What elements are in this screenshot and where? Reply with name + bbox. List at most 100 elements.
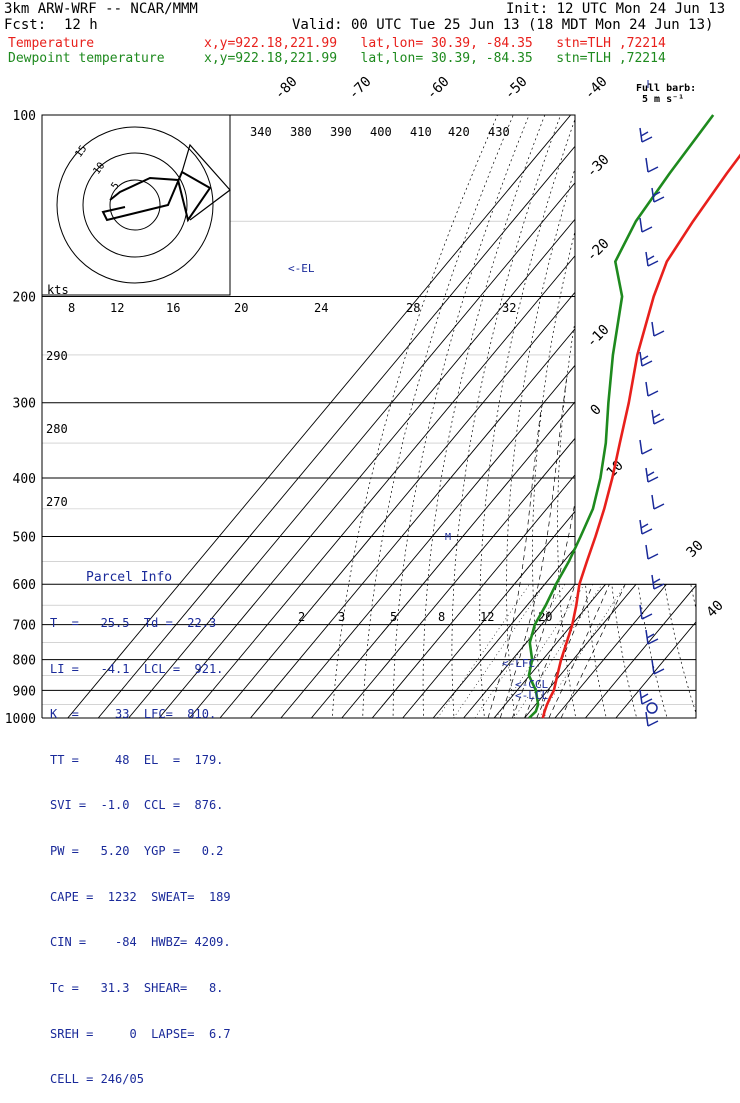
isotherm-tick-label: -40 <box>582 74 611 103</box>
dry-adiabat-line <box>733 115 740 731</box>
parcel-info-title: Parcel Info <box>50 570 231 585</box>
mixing-ratio-label: 2 <box>298 610 305 624</box>
isotherm-line <box>464 115 740 718</box>
moist-adiabat-label: 24 <box>314 301 328 315</box>
parcel-row: T = 25.5 Td = 22.3 <box>50 616 231 631</box>
moist-adiabat-line <box>561 297 740 719</box>
pressure-tick-label: 1000 <box>5 712 36 727</box>
dry-adiabat-label: 380 <box>290 125 312 139</box>
pressure-tick-label: 900 <box>13 684 36 699</box>
dry-adiabat-line <box>628 115 671 731</box>
isotherm-tick-label: -20 <box>584 236 613 265</box>
isotherm-tick-label: 40 <box>704 598 727 621</box>
moist-adiabat-label: 32 <box>502 301 516 315</box>
dry-adiabat-label: 270 <box>46 495 68 509</box>
pressure-tick-label: 400 <box>13 472 36 487</box>
moist-adiabat-label: 12 <box>110 301 124 315</box>
parcel-row: CIN = -84 HWBZ= 4209. <box>50 935 231 950</box>
wind-barb <box>652 495 664 509</box>
parcel-row: SREH = 0 LAPSE= 6.7 <box>50 1027 231 1042</box>
wind-barb <box>640 128 652 142</box>
parcel-info-panel: Parcel Info T = 25.5 Td = 22.3 LI = -4.1… <box>50 540 231 1103</box>
wind-barb <box>640 440 652 454</box>
moist-adiabat-label: 20 <box>234 301 248 315</box>
moist-adiabat-label: 16 <box>166 301 180 315</box>
mixing-ratio-line <box>539 584 625 718</box>
mixing-ratio-label: 5 <box>390 610 397 624</box>
dry-adiabat-label: 290 <box>46 349 68 363</box>
pressure-tick-label: 800 <box>13 654 36 669</box>
isotherm-tick-label: 0 <box>588 402 605 419</box>
dry-adiabat-label: 340 <box>250 125 272 139</box>
pressure-tick-label: 100 <box>13 109 36 124</box>
wind-barb <box>646 468 658 482</box>
moist-adiabat-line <box>549 297 701 719</box>
isotherm-tick-label: -50 <box>502 74 531 103</box>
dry-adiabat-line <box>362 115 513 731</box>
pressure-tick-label: 500 <box>13 530 36 545</box>
dry-adiabat-label: 420 <box>448 125 470 139</box>
el-level-label: <-EL <box>288 262 315 275</box>
mixing-ratio-label: 12 <box>480 610 494 624</box>
parcel-row: LI = -4.1 LCL = 921. <box>50 662 231 677</box>
wind-barb <box>652 410 664 424</box>
wind-barb <box>640 218 652 232</box>
dry-adiabat-label: 430 <box>488 125 510 139</box>
pressure-tick-label: 700 <box>13 619 36 634</box>
lfc-level-label: <-LFC <box>502 657 535 670</box>
dry-adiabat-line <box>533 115 608 731</box>
hodograph-box <box>42 115 230 295</box>
dry-adiabat-label: 280 <box>46 422 68 436</box>
isotherm-tick-label: -60 <box>424 74 453 103</box>
wind-barb <box>640 352 652 366</box>
mixing-ratio-label: 8 <box>438 610 445 624</box>
lcl-level-label: <-LCL <box>515 689 548 702</box>
dry-adiabat-line <box>650 115 702 731</box>
mixing-ratio-label: 3 <box>338 610 345 624</box>
wind-barb <box>646 252 658 266</box>
parcel-row: SVI = -1.0 CCL = 876. <box>50 798 231 813</box>
isotherm-line <box>616 115 740 718</box>
wind-barb <box>652 575 664 589</box>
dry-adiabat-label: 390 <box>330 125 352 139</box>
isotherm-tick-label: -70 <box>346 74 375 103</box>
wind-barb <box>646 712 658 726</box>
dry-adiabat-line <box>713 115 740 731</box>
isotherm-line <box>433 115 740 718</box>
pressure-tick-label: 300 <box>13 397 36 412</box>
moist-adiabat-line <box>537 297 664 719</box>
pressure-tick-label: 600 <box>13 578 36 593</box>
wind-barb <box>646 158 658 172</box>
wind-barb <box>646 382 658 396</box>
wind-barb <box>640 520 652 534</box>
dry-adiabat-line <box>507 115 592 731</box>
dry-adiabat-line <box>393 115 529 731</box>
parcel-row: CELL = 246/05 <box>50 1072 231 1087</box>
wind-barb <box>652 322 664 336</box>
isotherm-line <box>159 115 662 718</box>
parcel-row: PW = 5.20 YGP = 0.2 <box>50 844 231 859</box>
parcel-row: CAPE = 1232 SWEAT= 189 <box>50 890 231 905</box>
isotherm-tick-label: -80 <box>272 74 301 103</box>
dry-adiabat-line <box>331 115 497 731</box>
dry-adiabat-line <box>693 115 740 731</box>
dry-adiabat-label: 410 <box>410 125 432 139</box>
isotherm-tick-label: -10 <box>584 322 613 351</box>
wind-barb <box>640 605 652 619</box>
isotherm-line <box>525 115 740 718</box>
temperature-profile <box>543 115 740 718</box>
melting-level-label: M <box>445 532 451 543</box>
isotherm-tick-label: -30 <box>584 152 613 181</box>
dry-adiabat-line <box>452 115 561 731</box>
wind-barb <box>640 690 652 704</box>
wind-barb <box>646 545 658 559</box>
hodograph-units-label: kts <box>47 283 69 297</box>
moist-adiabat-label: 8 <box>68 301 75 315</box>
wind-barb <box>646 630 658 644</box>
dry-adiabat-label: 400 <box>370 125 392 139</box>
parcel-row: K = 33 LFC= 810. <box>50 707 231 722</box>
moist-adiabat-label: 28 <box>406 301 420 315</box>
isotherm-line <box>190 115 693 718</box>
isotherm-tick-label: 30 <box>684 538 707 561</box>
pressure-tick-label: 200 <box>13 291 36 306</box>
